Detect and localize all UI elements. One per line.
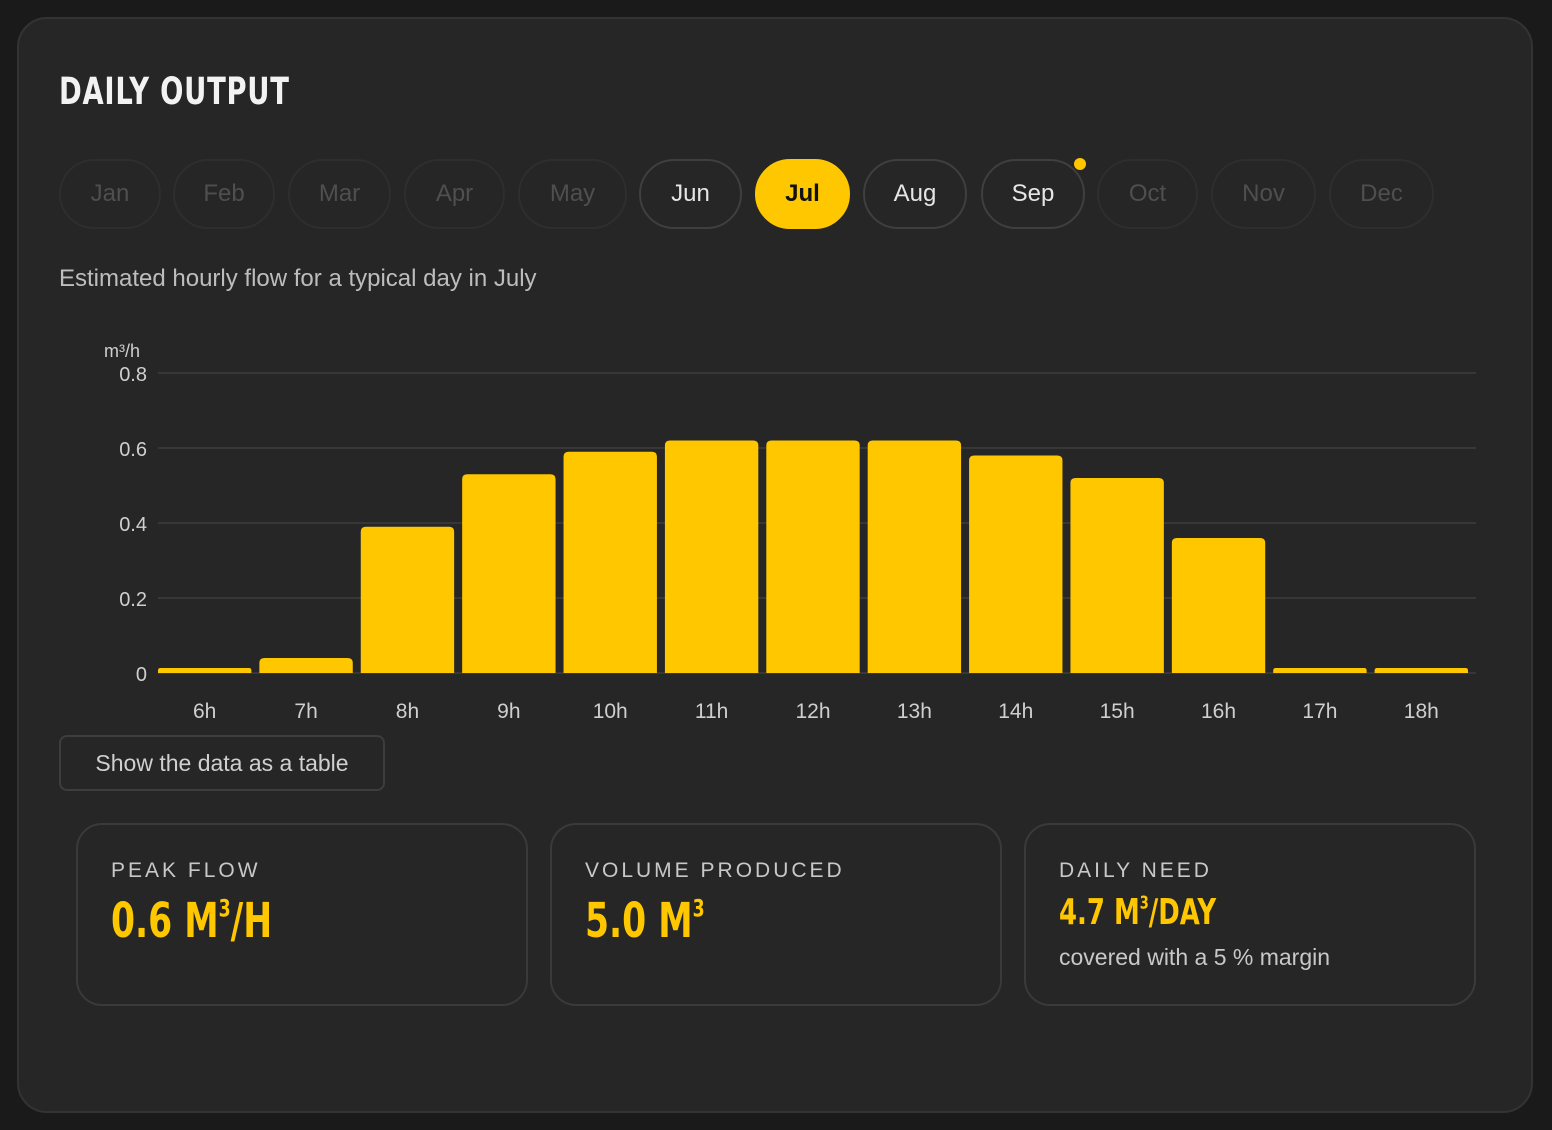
show-table-button[interactable]: Show the data as a table	[59, 735, 385, 791]
x-tick-label: 6h	[193, 700, 216, 723]
y-axis-label: m³/h	[104, 341, 140, 361]
month-aug[interactable]: Aug	[863, 159, 967, 229]
y-tick-label: 0.6	[119, 439, 147, 461]
month-feb[interactable]: Feb	[173, 159, 275, 229]
month-jan[interactable]: Jan	[59, 159, 161, 229]
x-tick-label: 12h	[795, 700, 830, 723]
bar	[462, 474, 556, 673]
x-tick-label: 17h	[1302, 700, 1337, 723]
x-tick-label: 14h	[998, 700, 1033, 723]
y-tick-label: 0.8	[119, 364, 147, 386]
month-jun[interactable]: Jun	[639, 159, 742, 229]
month-may[interactable]: May	[518, 159, 627, 229]
hourly-flow-chart: 0 0.2 0.4 0.6 0.8 m³/h 6h 7h 8h 9h 10h 11h 12h 13h 14h…	[104, 341, 1476, 723]
bar	[158, 668, 252, 673]
bar	[664, 440, 759, 673]
x-tick-label: 10h	[593, 700, 628, 723]
y-tick-label: 0.4	[119, 514, 147, 536]
month-sep[interactable]: Sep	[981, 158, 1086, 229]
y-tick-label: 0	[136, 664, 147, 686]
month-mar[interactable]: Mar	[288, 159, 391, 229]
card-title: DAILY OUTPUT	[59, 70, 290, 113]
bar	[1070, 478, 1164, 673]
bar	[259, 658, 353, 673]
month-oct[interactable]: Oct	[1097, 159, 1198, 229]
bar	[867, 440, 962, 673]
x-tick-label: 7h	[294, 700, 317, 723]
month-jul[interactable]: Jul	[755, 159, 850, 229]
bar	[360, 526, 455, 673]
bar	[563, 451, 657, 673]
x-tick-label: 9h	[497, 700, 520, 723]
x-tick-label: 18h	[1404, 700, 1439, 723]
month-apr[interactable]: Apr	[404, 159, 505, 229]
stat-peak-flow-value: 0.6 M3/H	[111, 893, 273, 949]
x-tick-label: 13h	[897, 700, 932, 723]
month-nov[interactable]: Nov	[1211, 159, 1316, 229]
stat-daily-need-label: DAILY NEED	[1059, 859, 1212, 882]
month-dec[interactable]: Dec	[1329, 159, 1434, 229]
stat-peak-flow: PEAK FLOW 0.6 M3/H	[76, 823, 528, 1006]
month-sep-label: Sep	[1011, 180, 1055, 207]
bar	[766, 440, 860, 673]
bar	[969, 455, 1063, 673]
bar	[1273, 668, 1367, 673]
x-tick-label: 15h	[1100, 700, 1135, 723]
stat-volume-produced-value: 5.0 M3	[585, 893, 705, 949]
stat-daily-need-value: 4.7 M3/DAY	[1059, 892, 1217, 933]
chart-subtitle: Estimated hourly flow for a typical day …	[59, 265, 537, 292]
stat-peak-flow-label: PEAK FLOW	[111, 859, 261, 882]
x-tick-label: 11h	[695, 700, 728, 723]
stat-daily-need: DAILY NEED 4.7 M3/DAY covered with a 5 %…	[1024, 823, 1476, 1006]
x-tick-label: 8h	[396, 700, 419, 723]
stat-volume-produced: VOLUME PRODUCED 5.0 M3	[550, 823, 1002, 1006]
x-tick-label: 16h	[1201, 700, 1236, 723]
stat-daily-need-note: covered with a 5 % margin	[1059, 944, 1331, 970]
y-tick-label: 0.2	[119, 589, 147, 611]
stat-volume-produced-label: VOLUME PRODUCED	[585, 859, 845, 882]
bar	[1374, 668, 1468, 673]
month-indicator-dot	[1074, 158, 1086, 170]
bar	[1171, 538, 1266, 673]
